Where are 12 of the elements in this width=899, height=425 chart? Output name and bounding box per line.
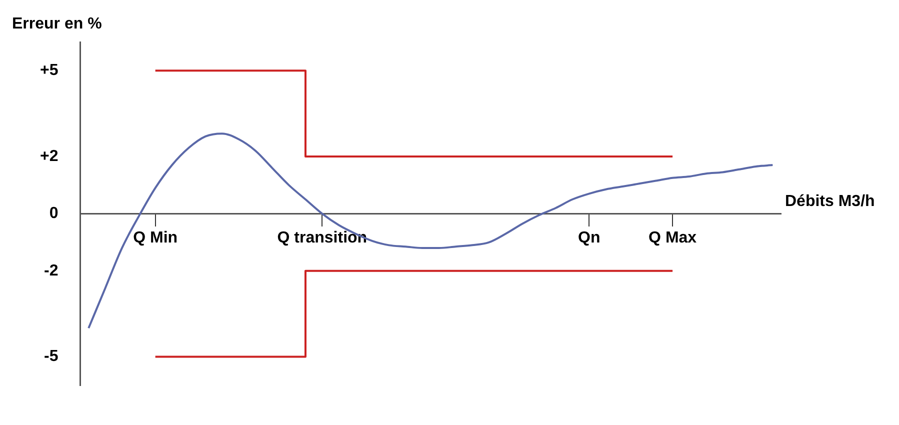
y-tick-label: +5 (40, 62, 58, 80)
y-axis-title: Erreur en % (12, 15, 102, 32)
x-axis-title: Débits M3/h (785, 193, 875, 210)
y-tick-label: -2 (44, 262, 58, 280)
line-series (88, 132, 774, 330)
x-tick-label: Q Max (648, 230, 697, 247)
y-tick-label: -5 (44, 348, 58, 366)
x-tick-label: Q Min (133, 230, 178, 247)
x-tick-label: Qn (578, 230, 600, 247)
y-tick-label: +2 (40, 148, 58, 165)
x-tick-label: Q transition (277, 230, 368, 247)
y-tick-label: 0 (49, 205, 58, 222)
